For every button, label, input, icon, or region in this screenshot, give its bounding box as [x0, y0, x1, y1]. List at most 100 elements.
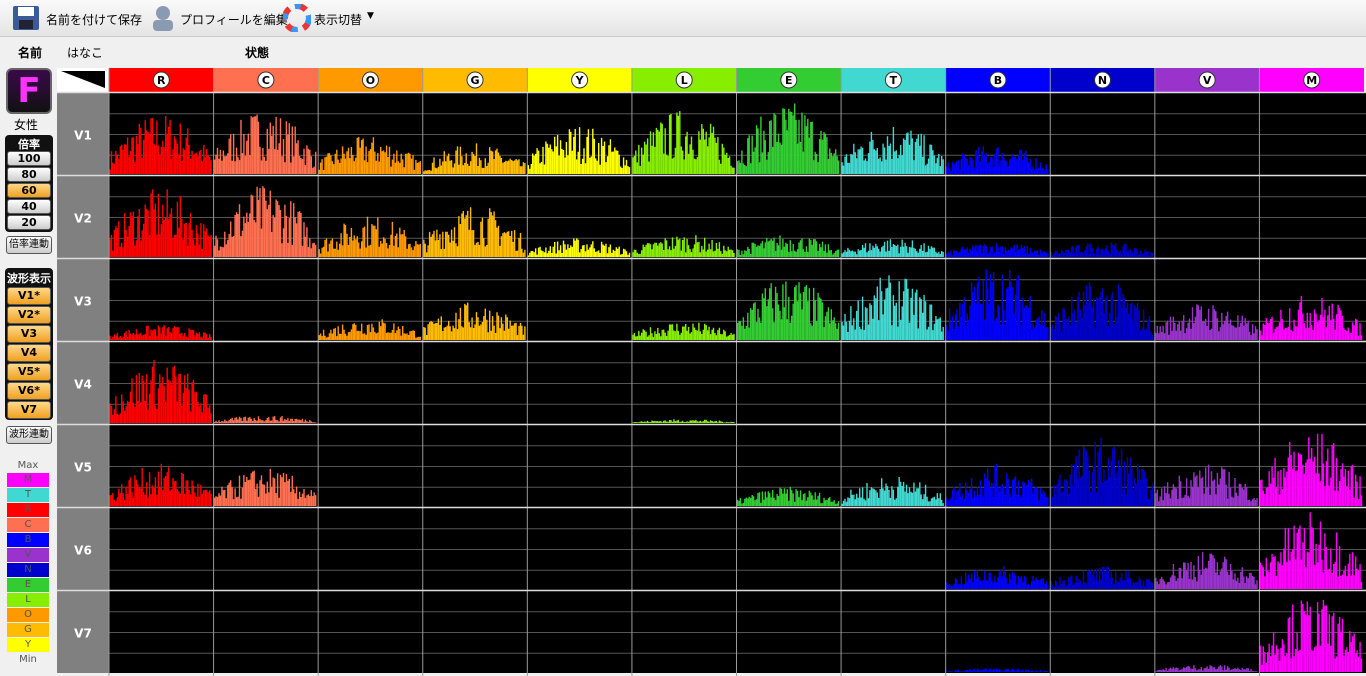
column-badge [884, 71, 902, 89]
waveform-option[interactable]: V6* [7, 382, 51, 400]
waveform [527, 127, 631, 174]
waveform [1155, 464, 1258, 506]
row-label: V4 [74, 378, 92, 392]
waveform-option[interactable]: V7 [7, 401, 51, 419]
waveform [946, 146, 1049, 174]
gender-label: 女性 [14, 118, 39, 132]
column-label: B [994, 74, 1002, 87]
waveform [318, 319, 421, 340]
magnification-option[interactable]: 40 [7, 199, 51, 214]
column-label: N [1098, 74, 1107, 87]
magnification-option[interactable]: 100 [7, 151, 51, 166]
waveform [841, 477, 944, 506]
waveform [946, 269, 1049, 340]
waveform [736, 103, 840, 174]
waveform [1259, 512, 1363, 589]
waveform-grid: R C O G Y L E T B N V M V1 V2 V3 V4 V5 V6 V7 [57, 68, 1366, 676]
column-badge [675, 71, 693, 89]
waveform [109, 189, 212, 257]
magnification-link-button[interactable]: 倍率連動 [6, 236, 52, 254]
waveform [109, 116, 212, 174]
toggle-view-button[interactable]: 表示切替 [314, 13, 363, 27]
waveform [1155, 552, 1258, 589]
waveform-display-title: 波形表示 [7, 272, 51, 285]
column-badge [152, 71, 170, 89]
waveform [1155, 665, 1258, 672]
waveform [632, 322, 735, 340]
status-label: 状態 [245, 46, 270, 60]
waveform [841, 127, 944, 174]
waveform [213, 468, 317, 506]
legend-item: O [7, 608, 49, 622]
column-label: C [262, 74, 270, 87]
column-label: O [366, 74, 375, 87]
waveform [841, 239, 944, 257]
column-badge [466, 71, 484, 89]
corner-triangle [61, 71, 105, 88]
waveform [527, 238, 631, 257]
row-label: V6 [74, 544, 92, 558]
waveform [213, 186, 317, 257]
waveform [318, 137, 421, 174]
waveform [318, 216, 421, 257]
legend-item: L [7, 593, 49, 607]
waveform [109, 463, 212, 506]
column-badge [1198, 71, 1216, 89]
waveform [423, 143, 526, 174]
legend-item: T [7, 488, 49, 502]
waveform [1155, 304, 1258, 340]
row-header [57, 176, 109, 258]
magnification-option[interactable]: 20 [7, 215, 51, 230]
magnification-title: 倍率 [18, 138, 40, 151]
legend-max: Max [17, 460, 39, 471]
save-button[interactable]: 名前を付けて保存 [46, 13, 143, 27]
legend-item: E [7, 578, 49, 592]
legend-item: C [7, 518, 49, 532]
magnification-option[interactable]: 60 [7, 183, 51, 198]
column-label: R [157, 74, 166, 87]
waveform-option[interactable]: V2* [7, 306, 51, 324]
column-badge [571, 71, 589, 89]
waveform-link-button[interactable]: 波形連動 [6, 426, 52, 444]
waveform [946, 668, 1049, 672]
magnification-option[interactable]: 80 [7, 167, 51, 182]
row-header [57, 93, 109, 175]
waveform-option[interactable]: V5* [7, 363, 51, 381]
legend-item: M [7, 473, 49, 487]
legend-item: G [7, 623, 49, 637]
column-label: G [471, 74, 480, 87]
waveform [632, 419, 735, 423]
column-badge [989, 71, 1007, 89]
column-label: Y [575, 74, 585, 87]
waveform-option[interactable]: V1* [7, 287, 51, 305]
waveform [946, 566, 1049, 589]
column-label: M [1306, 74, 1317, 87]
waveform [1050, 242, 1154, 257]
waveform-option[interactable]: V4 [7, 344, 51, 362]
row-label: V7 [74, 627, 92, 641]
waveform [841, 275, 944, 340]
legend-min: Min [19, 654, 37, 665]
edit-profile-button[interactable]: プロフィールを編集 [180, 13, 288, 27]
waveform-option[interactable]: V3 [7, 325, 51, 343]
row-header [57, 259, 109, 341]
name-value: はなこ [67, 46, 104, 60]
waveform [1259, 295, 1363, 340]
column-badge [1094, 71, 1112, 89]
waveform [632, 111, 735, 174]
legend-item: B [7, 533, 49, 547]
name-label: 名前 [18, 46, 43, 60]
waveform [213, 416, 317, 423]
waveform [632, 235, 735, 257]
waveform [1259, 433, 1363, 506]
row-label: V1 [74, 129, 92, 143]
column-label: L [681, 74, 688, 87]
row-label: V2 [74, 212, 92, 226]
save-icon [13, 6, 39, 30]
waveform [213, 114, 317, 174]
legend-item: R [7, 503, 49, 517]
waveform [736, 486, 840, 506]
row-header [57, 508, 109, 590]
row-header [57, 591, 109, 673]
